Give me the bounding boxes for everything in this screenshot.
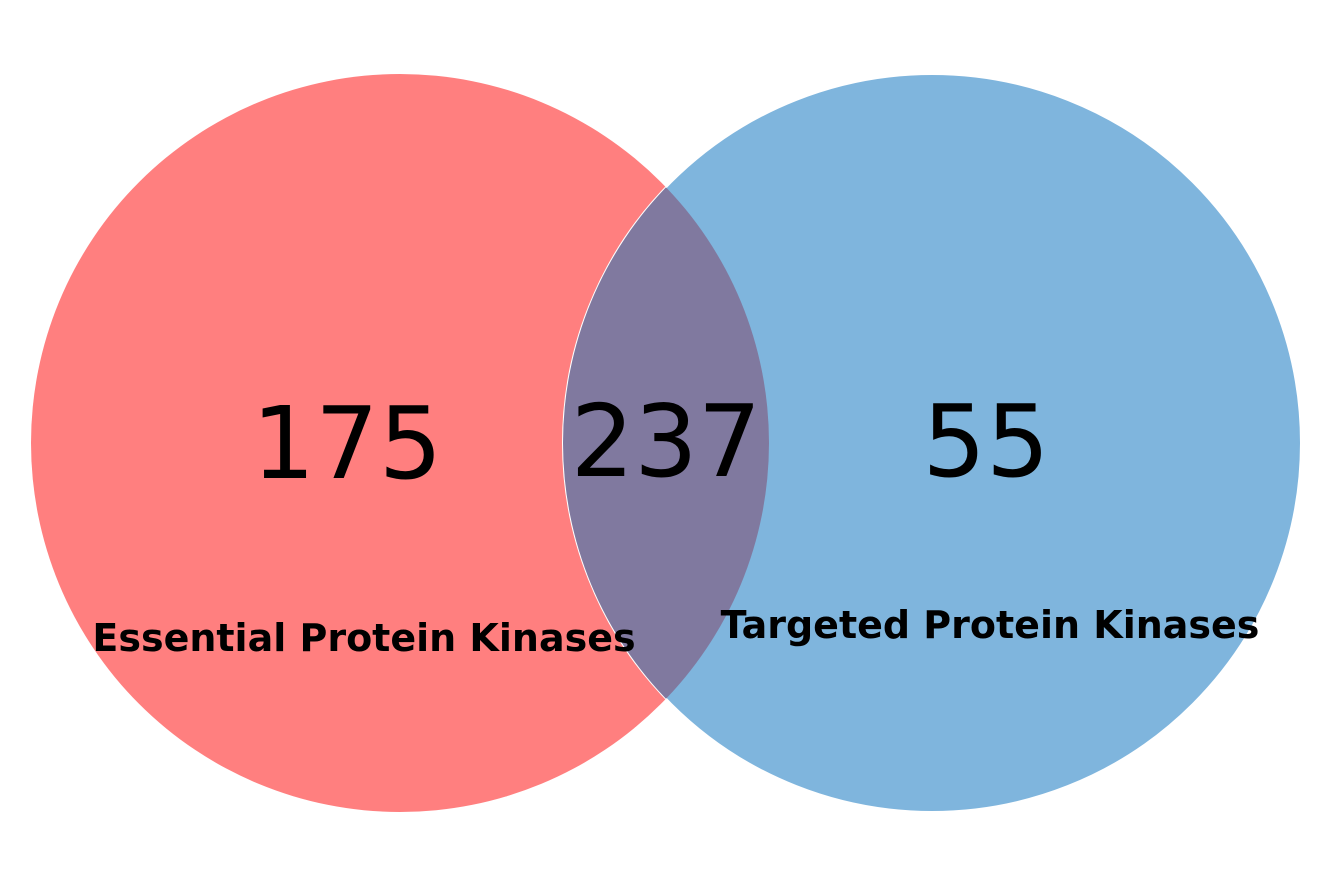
essential-set-label: Essential Protein Kinases: [92, 616, 635, 660]
targeted-set-label: Targeted Protein Kinases: [721, 603, 1260, 647]
essential-set-circle: [31, 74, 769, 812]
essential-only-count: 175: [252, 385, 443, 502]
intersection-count: 237: [571, 383, 762, 500]
targeted-only-count: 55: [922, 383, 1049, 500]
